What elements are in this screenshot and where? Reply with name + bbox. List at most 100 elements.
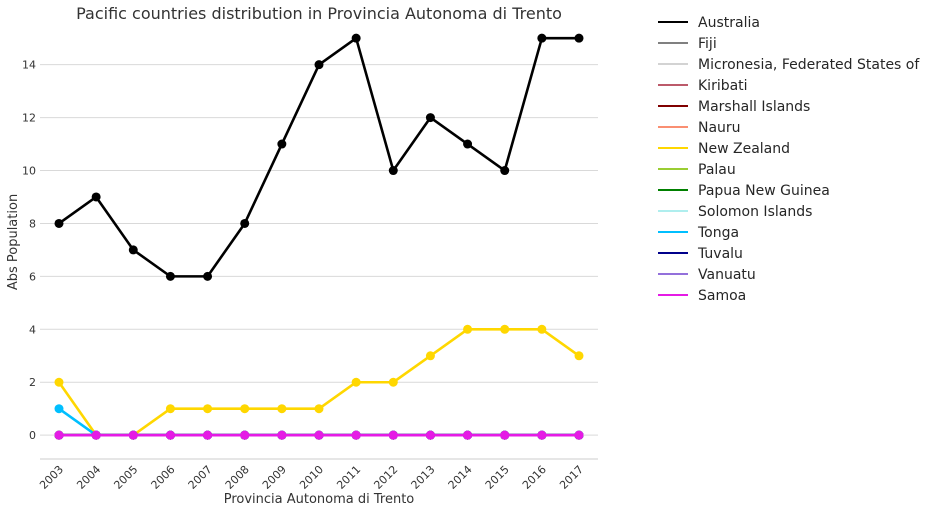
legend-label: Palau [698,162,736,178]
data-point [463,324,473,334]
data-point [537,430,547,440]
legend-item: Micronesia, Federated States of [658,57,920,73]
data-point [277,404,287,414]
x-tick-label-2004: 2004 [74,463,103,492]
x-axis-ticks: 2003 2004 2005 2006 2007 2008 2009 2010 2011 2012… [37,463,586,492]
data-point [54,377,64,387]
legend-item: Samoa [658,288,746,304]
legend-item: Kiribati [658,78,748,94]
data-point [165,271,175,281]
legend-label: Papua New Guinea [698,183,830,199]
data-point [537,33,547,43]
series-line [57,36,581,278]
legend-item: New Zealand [658,141,790,157]
data-point [388,166,398,176]
legend-label: Fiji [698,36,717,52]
data-point [240,404,250,414]
legend-label: Australia [698,15,760,31]
data-point [54,404,64,414]
data-point [574,430,584,440]
data-point [91,192,101,202]
chart-title: Pacific countries distribution in Provin… [76,4,562,23]
y-tick-label-14: 14 [22,59,36,72]
legend-item: Marshall Islands [658,99,810,115]
legend-item: Solomon Islands [658,204,812,220]
data-point [351,33,361,43]
series-australia [54,33,584,281]
data-point [128,430,138,440]
x-tick-label-2008: 2008 [223,463,252,492]
data-point [91,430,101,440]
legend-item: Tonga [658,225,739,241]
legend-label: Micronesia, Federated States of [698,57,920,73]
x-tick-label-2003: 2003 [37,463,66,492]
data-point [425,113,435,123]
data-point [574,33,584,43]
data-point [388,377,398,387]
x-tick-label-2005: 2005 [111,463,140,492]
y-tick-label-2: 2 [29,376,36,389]
legend-item: Australia [658,15,760,31]
y-tick-label-0: 0 [29,429,36,442]
legend-item: Vanuatu [658,267,756,283]
y-axis-label: Abs Population [6,194,21,290]
x-tick-label-2013: 2013 [409,463,438,492]
x-tick-label-2017: 2017 [557,463,586,492]
legend-label: Nauru [698,120,741,136]
legend-label: Solomon Islands [698,204,812,220]
data-point [351,377,361,387]
data-point [500,166,510,176]
y-tick-label-10: 10 [22,165,36,178]
data-point [314,430,324,440]
data-point [240,430,250,440]
y-axis-ticks: 0 2 4 6 8 10 12 14 [22,59,36,443]
legend-label: Tonga [697,225,739,241]
data-point [500,430,510,440]
legend-item: Nauru [658,120,741,136]
data-point [277,139,287,149]
legend-item: Fiji [658,36,717,52]
data-point [277,430,287,440]
legend-item: Tuvalu [658,246,743,262]
y-tick-label-6: 6 [29,270,36,283]
data-point [388,430,398,440]
x-tick-label-2010: 2010 [297,463,326,492]
data-point [240,218,250,228]
x-tick-label-2016: 2016 [520,463,549,492]
data-point [165,404,175,414]
data-point [425,351,435,361]
legend-label: Marshall Islands [698,99,810,115]
legend-item: Papua New Guinea [658,183,830,199]
legend-label: Samoa [698,288,746,304]
legend-label: Kiribati [698,78,748,94]
data-point [537,324,547,334]
data-point [203,404,213,414]
grid-lines [40,64,598,436]
data-point [128,245,138,255]
legend-label: Tuvalu [697,246,743,262]
y-tick-label-4: 4 [29,323,36,336]
data-point [500,324,510,334]
x-tick-label-2015: 2015 [483,463,512,492]
data-point [54,430,64,440]
x-tick-label-2007: 2007 [186,463,215,492]
data-point [425,430,435,440]
x-tick-label-2012: 2012 [371,463,400,492]
x-axis-label: Provincia Autonoma di Trento [224,492,415,507]
series-samoa [54,430,584,440]
legend-item: Palau [658,162,736,178]
x-tick-label-2006: 2006 [149,463,178,492]
legend-label: New Zealand [698,141,790,157]
data-point [165,430,175,440]
legend-label: Vanuatu [698,267,756,283]
data-point [203,430,213,440]
data-point [463,139,473,149]
data-point [314,60,324,70]
data-point [351,430,361,440]
data-point [463,430,473,440]
x-tick-label-2014: 2014 [446,463,475,492]
data-point [54,218,64,228]
legend: Australia Fiji Micronesia, Federated State… [658,15,920,304]
data-point [314,404,324,414]
